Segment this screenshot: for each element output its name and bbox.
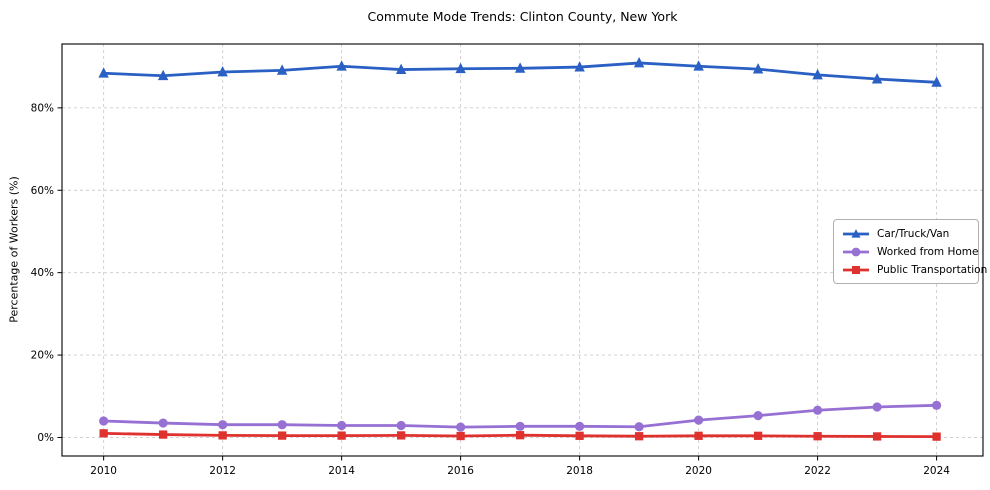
data-point-marker <box>753 431 763 440</box>
data-point-marker <box>812 68 823 80</box>
data-point-marker <box>337 420 347 431</box>
data-point-marker <box>753 411 763 421</box>
legend-label-worked-from-home: Worked from Home <box>877 245 979 258</box>
legend-label-public-transportation: Public Transportation <box>877 263 988 276</box>
triangle-marker-line-icon <box>843 228 869 238</box>
x-tick-label: 2018 <box>566 465 593 477</box>
data-point-marker <box>872 402 882 412</box>
data-point-marker <box>218 420 228 430</box>
data-point-marker <box>337 431 346 440</box>
data-point-marker <box>575 431 584 440</box>
data-point-marker <box>336 60 347 71</box>
data-point-marker <box>217 66 228 77</box>
data-point-marker <box>574 61 585 72</box>
data-point-marker <box>396 431 406 440</box>
data-point-marker <box>694 431 703 440</box>
y-tick-label: 40% <box>31 267 54 279</box>
y-tick-label: 0% <box>37 432 54 444</box>
data-point-marker <box>931 400 942 410</box>
data-point-marker <box>99 429 108 438</box>
square-marker-line-icon <box>843 265 869 274</box>
x-tick-label: 2016 <box>447 465 474 477</box>
legend-item-car-truck-van: Car/Truck/Van <box>842 226 970 241</box>
data-point-marker <box>395 63 407 74</box>
data-point-marker <box>159 430 168 439</box>
x-tick-label: 2022 <box>804 465 831 477</box>
data-point-marker <box>694 415 704 425</box>
data-point-marker <box>872 432 882 441</box>
x-tick-label: 2010 <box>90 465 117 477</box>
data-point-marker <box>218 431 227 440</box>
data-point-marker <box>396 420 406 431</box>
data-point-marker <box>276 64 288 75</box>
data-point-marker <box>693 60 704 71</box>
data-point-marker <box>98 67 109 78</box>
data-point-marker <box>158 418 168 428</box>
y-tick-label: 60% <box>31 185 54 197</box>
data-point-marker <box>932 432 941 441</box>
x-tick-label: 2020 <box>685 465 712 477</box>
y-tick-label: 20% <box>31 350 54 362</box>
legend-item-public-transportation: Public Transportation <box>842 262 987 277</box>
chart-title: Commute Mode Trends: Clinton County, New… <box>367 9 678 24</box>
circle-marker-icon <box>851 247 861 256</box>
data-point-marker <box>456 431 465 441</box>
data-point-marker <box>277 431 287 440</box>
data-point-marker <box>871 73 883 84</box>
x-tick-label: 2014 <box>328 465 355 477</box>
axes-border <box>61 43 984 457</box>
data-point-marker <box>813 405 823 415</box>
data-point-marker <box>633 56 645 68</box>
legend-item-worked-from-home: Worked from Home <box>842 244 978 259</box>
data-point-marker <box>514 62 526 73</box>
data-point-marker <box>752 63 764 74</box>
data-point-marker <box>277 420 287 430</box>
data-point-marker <box>575 421 585 431</box>
data-point-marker <box>515 431 525 440</box>
legend-label-car-truck-van: Car/Truck/Van <box>877 227 950 240</box>
data-point-marker <box>634 422 644 432</box>
data-point-marker <box>931 76 942 87</box>
data-point-marker <box>813 432 822 441</box>
square-marker-icon <box>852 265 860 274</box>
x-tick-label: 2012 <box>209 465 236 477</box>
data-point-marker <box>455 62 466 74</box>
data-point-marker <box>515 421 525 431</box>
data-point-marker <box>456 422 466 432</box>
circle-marker-line-icon <box>843 247 869 256</box>
data-point-marker <box>99 416 109 426</box>
y-tick-label: 80% <box>31 102 54 114</box>
triangle-marker-icon <box>851 228 861 238</box>
data-point-marker <box>634 432 644 441</box>
data-point-marker <box>157 69 169 81</box>
chart-legend: Car/Truck/Van Worked from Home Public Tr… <box>833 219 987 284</box>
x-tick-label: 2024 <box>923 465 950 477</box>
